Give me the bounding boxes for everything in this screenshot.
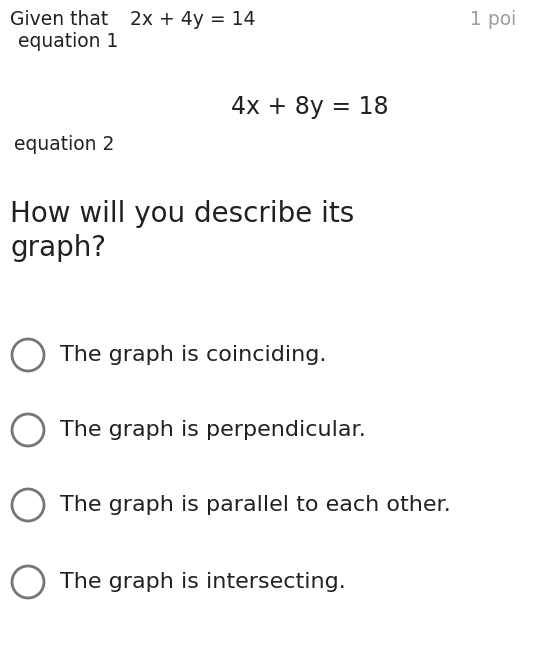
Text: 2x + 4y = 14: 2x + 4y = 14 [130, 10, 255, 29]
Text: equation 1: equation 1 [18, 32, 118, 51]
Text: How will you describe its: How will you describe its [10, 200, 354, 228]
Text: graph?: graph? [10, 234, 106, 262]
Text: 1 poi: 1 poi [470, 10, 516, 29]
Text: The graph is intersecting.: The graph is intersecting. [60, 572, 346, 592]
Text: 4x + 8y = 18: 4x + 8y = 18 [231, 95, 389, 119]
Text: The graph is parallel to each other.: The graph is parallel to each other. [60, 495, 451, 515]
Text: The graph is perpendicular.: The graph is perpendicular. [60, 420, 366, 440]
Text: equation 2: equation 2 [14, 135, 114, 154]
Text: The graph is coinciding.: The graph is coinciding. [60, 345, 326, 365]
Text: Given that: Given that [10, 10, 108, 29]
